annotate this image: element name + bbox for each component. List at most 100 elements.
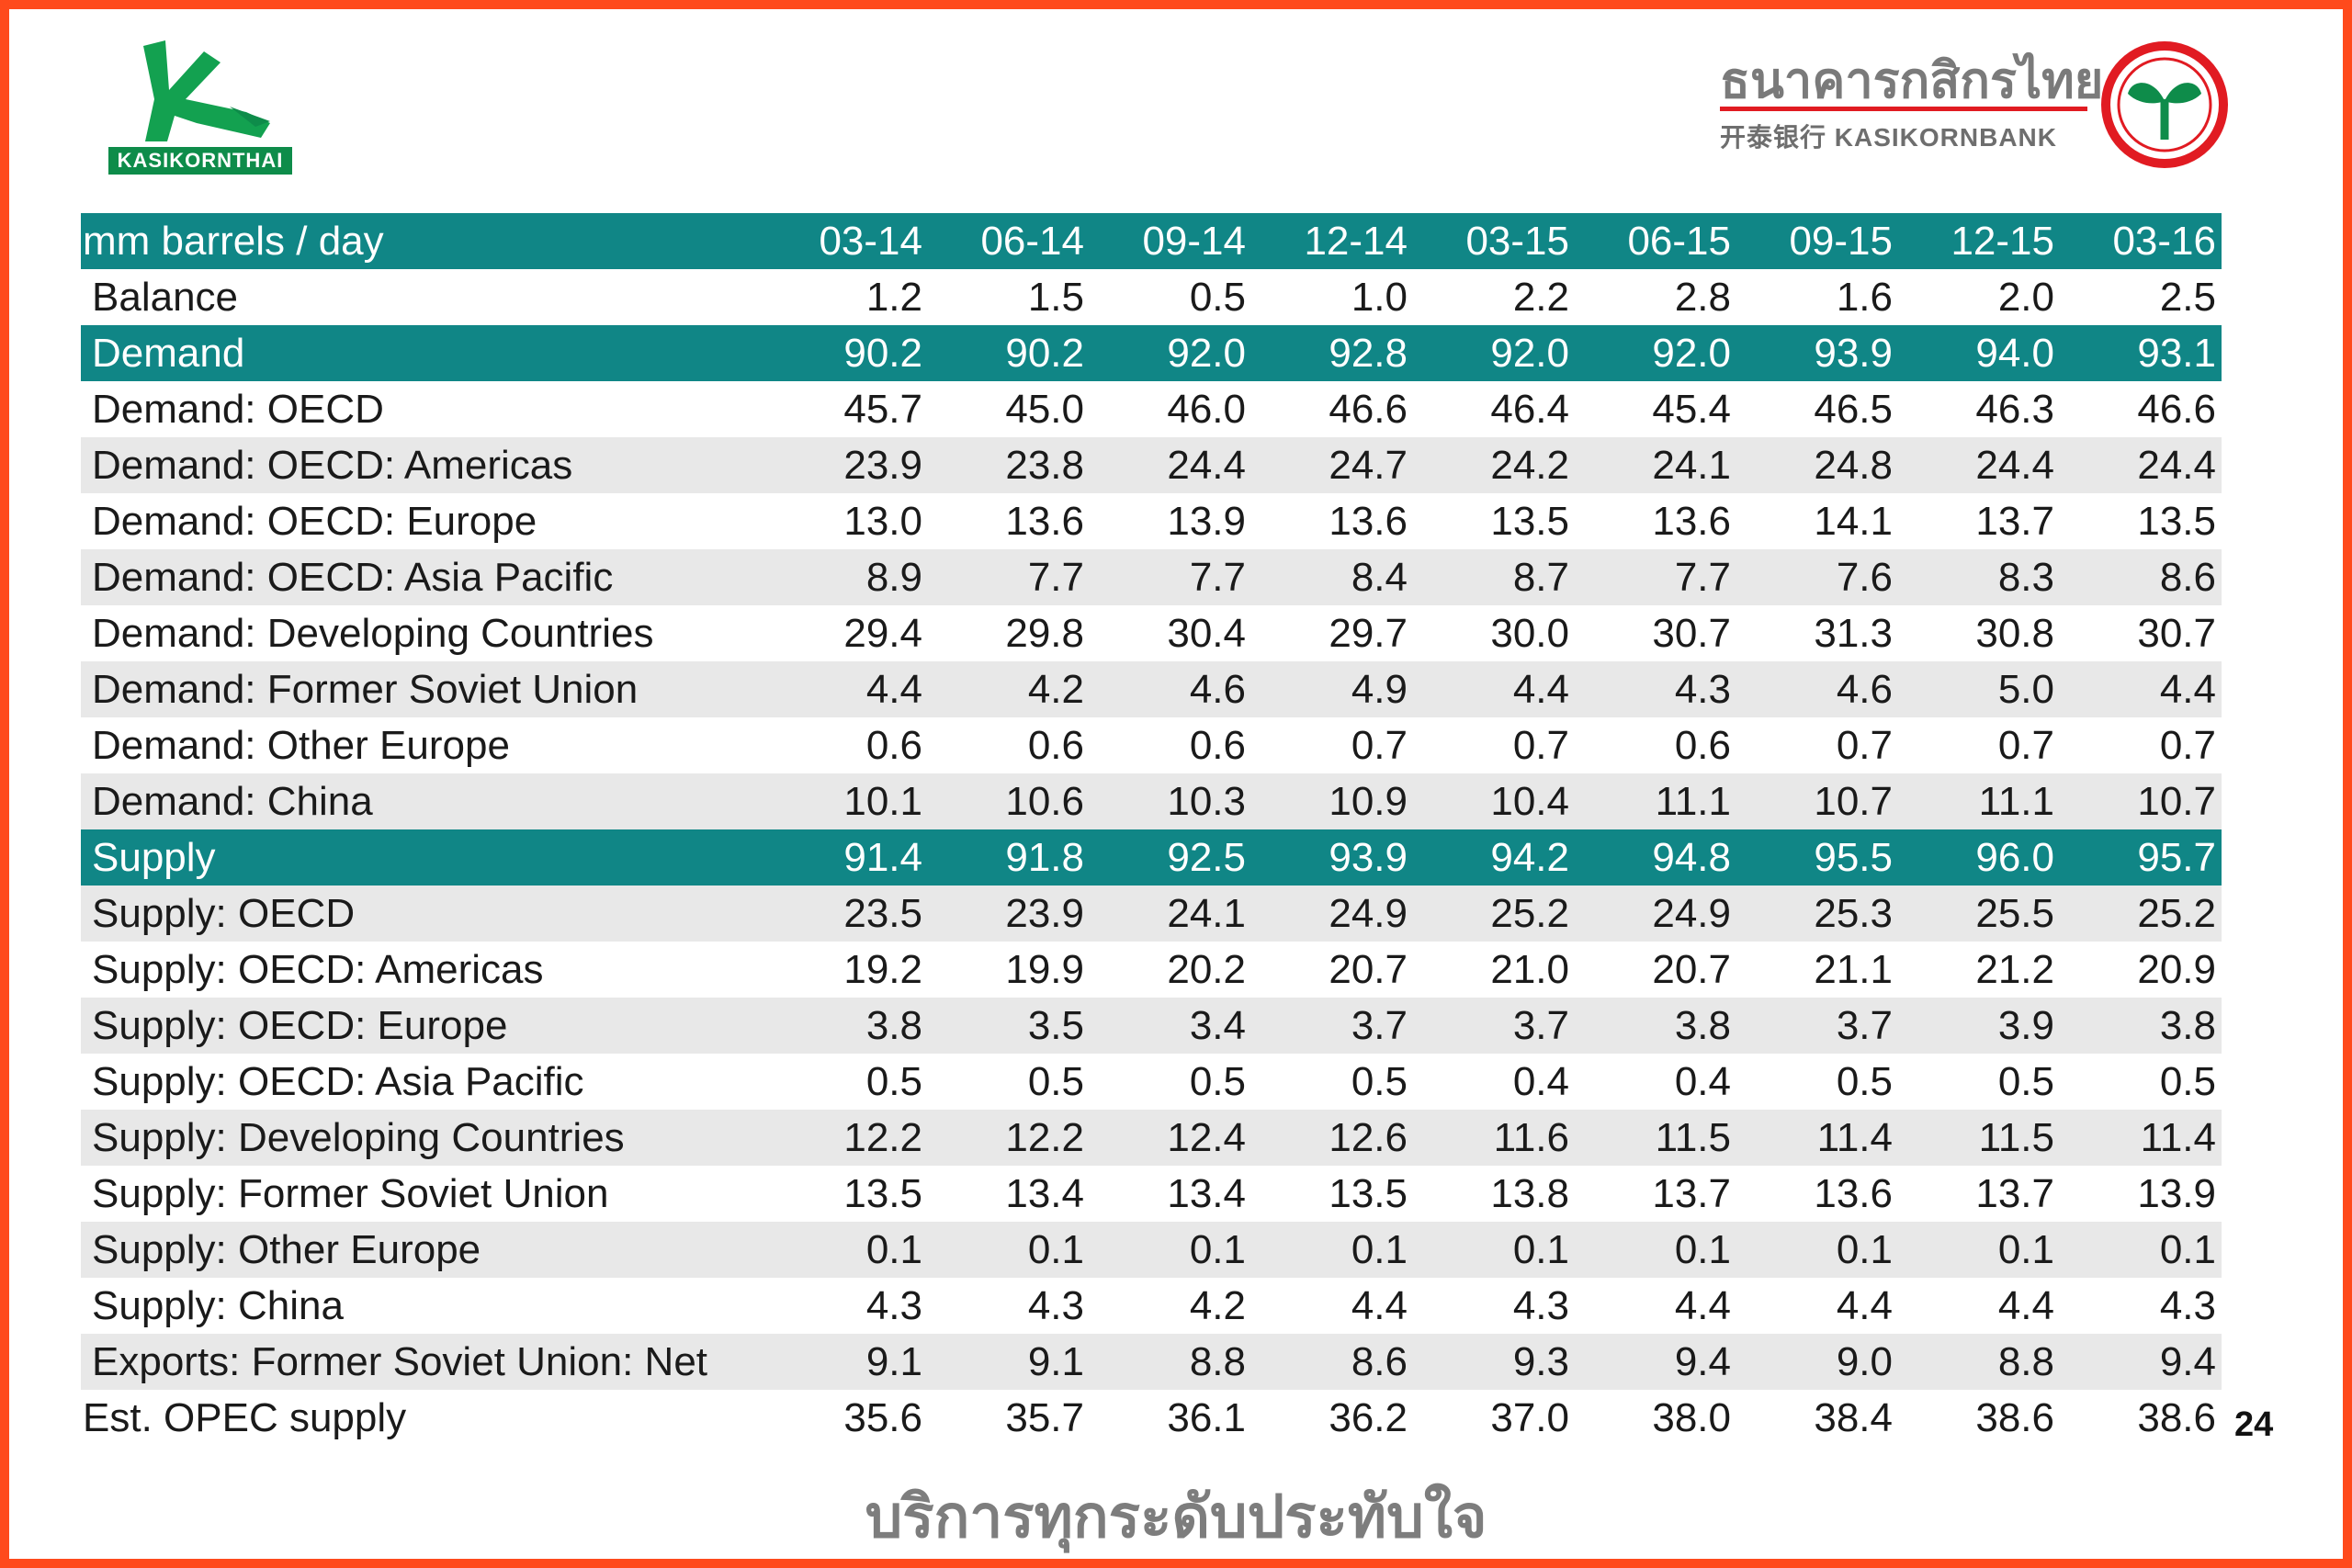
cell-value: 9.1 — [766, 1334, 928, 1390]
row-label: Exports: Former Soviet Union: Net — [81, 1334, 766, 1390]
cell-value: 24.1 — [1575, 437, 1736, 493]
cell-value: 2.2 — [1512, 274, 1569, 320]
cell-value: 4.3 — [1575, 661, 1736, 717]
cell-value: 8.6 — [1251, 1334, 1413, 1390]
cell-value: 4.4 — [1351, 1282, 1408, 1328]
cell-value: 7.7 — [1575, 549, 1736, 605]
cell-value: 3.8 — [1575, 998, 1736, 1054]
cell-value: 25.2 — [2060, 886, 2222, 942]
bank-roundel-icon — [2101, 41, 2228, 168]
table-row: Demand: Former Soviet Union 4.4 4.2 4.6 4.9 4… — [81, 661, 2222, 717]
cell-value: 30.0 — [1490, 610, 1569, 656]
cell-value: 96.0 — [1898, 829, 2060, 886]
cell-value: 29.4 — [843, 610, 922, 656]
cell-value: 45.0 — [1005, 386, 1084, 432]
cell-value: 93.1 — [2060, 325, 2222, 381]
cell-value: 10.3 — [1090, 773, 1251, 829]
kasikornthai-label: KASIKORNTHAI — [108, 147, 292, 175]
table-row: Est. OPEC supply 35.6 35.7 36.1 36.2 37.0 38.0… — [81, 1390, 2222, 1446]
cell-value: 45.4 — [1652, 386, 1731, 432]
cell-value: 19.9 — [1005, 946, 1084, 992]
cell-value: 10.9 — [1251, 773, 1413, 829]
row-label: Supply — [81, 829, 766, 886]
cell-value: 0.5 — [1189, 274, 1246, 320]
cell-value: 12.2 — [928, 1110, 1090, 1166]
cell-value: 90.2 — [928, 325, 1090, 381]
cell-value: 10.4 — [1413, 773, 1575, 829]
cell-value: 37.0 — [1490, 1394, 1569, 1440]
row-label: Demand: OECD: Asia Pacific — [81, 549, 766, 605]
cell-value: 0.7 — [1512, 722, 1569, 768]
cell-value: 1.5 — [1027, 274, 1084, 320]
table-row: Demand: Other Europe 0.6 0.6 0.6 0.7 0.7 0.6 0.… — [81, 717, 2222, 773]
cell-value: 4.3 — [1027, 1282, 1084, 1328]
cell-value: 13.7 — [1652, 1170, 1731, 1216]
cell-value: 11.5 — [1575, 1110, 1736, 1166]
table-row: Demand: Developing Countries 29.4 29.8 30.4… — [81, 605, 2222, 661]
cell-value: 0.1 — [1575, 1222, 1736, 1278]
cell-value: 3.7 — [1413, 998, 1575, 1054]
cell-value: 21.0 — [1490, 946, 1569, 992]
cell-value: 38.6 — [1975, 1394, 2054, 1440]
cell-value: 25.5 — [1898, 886, 2060, 942]
page-number: 24 — [2234, 1405, 2274, 1444]
cell-value: 7.6 — [1736, 549, 1898, 605]
period-header: 03-16 — [2060, 213, 2222, 269]
cell-value: 8.7 — [1413, 549, 1575, 605]
row-label: Supply: OECD: Europe — [81, 998, 766, 1054]
cell-value: 46.0 — [1167, 386, 1246, 432]
cell-value: 46.4 — [1490, 386, 1569, 432]
cell-value: 0.7 — [1997, 722, 2054, 768]
period-header: 09-14 — [1090, 213, 1251, 269]
cell-value: 1.0 — [1351, 274, 1408, 320]
cell-value: 3.8 — [2060, 998, 2222, 1054]
cell-value: 19.2 — [843, 946, 922, 992]
cell-value: 2.5 — [2159, 274, 2216, 320]
kasikornthai-logo: KASIKORNTHAI — [108, 35, 292, 177]
cell-value: 29.7 — [1329, 610, 1408, 656]
table-row: Demand: OECD: Europe 13.0 13.6 13.9 13.6 13.5… — [81, 493, 2222, 549]
cell-value: 92.0 — [1413, 325, 1575, 381]
period-header: 12-14 — [1251, 213, 1413, 269]
cell-value: 93.9 — [1251, 829, 1413, 886]
row-label: Supply: Former Soviet Union — [92, 1170, 609, 1216]
cell-value: 92.0 — [1090, 325, 1251, 381]
cell-value: 13.8 — [1490, 1170, 1569, 1216]
table-row: Demand: China 10.1 10.6 10.3 10.9 10.4 11.1 10.… — [81, 773, 2222, 829]
cell-value: 11.6 — [1413, 1110, 1575, 1166]
cell-value: 38.0 — [1652, 1394, 1731, 1440]
cell-value: 0.1 — [928, 1222, 1090, 1278]
row-label: Supply: Other Europe — [81, 1222, 766, 1278]
cell-value: 13.7 — [1975, 1170, 2054, 1216]
cell-value: 45.7 — [843, 386, 922, 432]
cell-value: 13.5 — [1490, 498, 1569, 544]
period-header: 12-15 — [1898, 213, 2060, 269]
cell-value: 92.5 — [1090, 829, 1251, 886]
cell-value: 0.1 — [1251, 1222, 1413, 1278]
table-row: Supply: Developing Countries 12.2 12.2 12.4… — [81, 1110, 2222, 1166]
period-header: 06-14 — [928, 213, 1090, 269]
bank-thai-name: ธนาคารกสิกรไทย — [1720, 51, 2104, 109]
cell-value: 13.4 — [1167, 1170, 1246, 1216]
cell-value: 93.9 — [1736, 325, 1898, 381]
cell-value: 0.5 — [1189, 1058, 1246, 1104]
cell-value: 10.7 — [2060, 773, 2222, 829]
cell-value: 8.4 — [1251, 549, 1413, 605]
cell-value: 4.4 — [1997, 1282, 2054, 1328]
cell-value: 36.1 — [1167, 1394, 1246, 1440]
cell-value: 38.6 — [2137, 1394, 2216, 1440]
cell-value: 0.6 — [1027, 722, 1084, 768]
row-label: Demand: OECD — [92, 386, 384, 432]
table-row: Supply: OECD 23.5 23.9 24.1 24.9 25.2 24.9 25.3… — [81, 886, 2222, 942]
cell-value: 2.8 — [1674, 274, 1731, 320]
cell-value: 4.9 — [1251, 661, 1413, 717]
cell-value: 8.8 — [1090, 1334, 1251, 1390]
cell-value: 0.6 — [865, 722, 922, 768]
row-label: Supply: OECD: Asia Pacific — [92, 1058, 584, 1104]
cell-value: 3.4 — [1090, 998, 1251, 1054]
period-header: 09-15 — [1736, 213, 1898, 269]
cell-value: 94.2 — [1413, 829, 1575, 886]
cell-value: 12.4 — [1090, 1110, 1251, 1166]
cell-value: 0.7 — [1836, 722, 1893, 768]
cell-value: 20.7 — [1652, 946, 1731, 992]
